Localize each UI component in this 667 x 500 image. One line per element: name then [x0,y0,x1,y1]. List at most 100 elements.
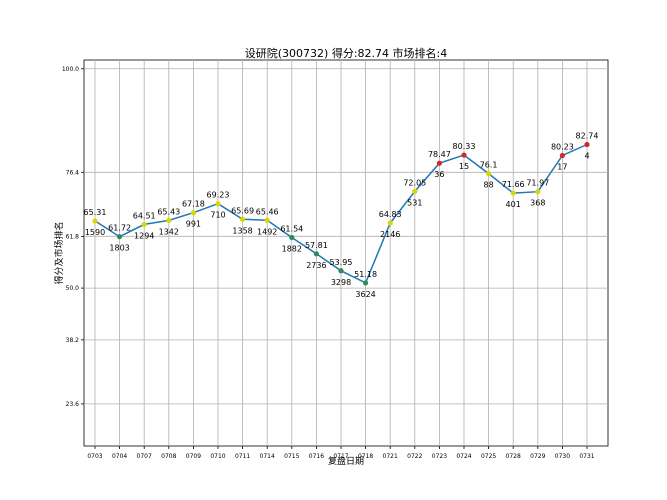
score-label: 67.18 [182,200,205,209]
rank-label: 710 [210,211,225,220]
rank-label: 88 [484,181,494,190]
x-tick-label: 0728 [506,453,521,460]
grid-layer [84,60,608,446]
y-tick-label: 76.4 [66,169,80,176]
y-axis: 23.6 38.2 50.0 61.8 76.4 100.0 [62,66,84,408]
score-label: 72.05 [403,178,426,187]
score-point [338,268,344,274]
score-label: 80.23 [551,142,574,151]
score-point [313,251,319,257]
x-tick-label: 0722 [407,453,422,460]
score-point [141,221,147,228]
score-point [264,217,270,223]
rank-label: 17 [557,162,567,171]
x-tick-label: 0725 [481,453,496,460]
x-tick-label: 0707 [137,453,152,460]
score-point [363,280,369,286]
score-label: 76.1 [480,161,498,170]
x-tick-label: 0704 [112,453,127,460]
x-tick-label: 0730 [555,453,570,460]
score-point [166,217,172,224]
rank-label: 1294 [134,231,154,240]
x-tick-label: 0710 [210,453,225,460]
x-tick-label: 0723 [432,453,447,460]
rank-label: 3624 [355,290,375,299]
score-label: 61.72 [108,224,131,233]
rank-label: 401 [506,200,521,209]
data-label-layer: 65.31 1590 61.72 1803 64.51 1294 65.43 1342 67.1… [84,131,599,298]
x-tick-label: 0724 [456,453,471,460]
y-tick-label: 38.2 [66,337,80,344]
score-label: 57.81 [305,241,328,250]
rank-label: 1803 [109,244,129,253]
plot-frame [83,59,609,447]
x-axis-label: 复盘日期 [328,455,364,467]
score-point [535,189,541,195]
x-tick-label: 0721 [383,453,398,460]
rank-label: 531 [407,198,422,207]
score-point [461,152,467,158]
y-tick-label: 50.0 [66,285,80,292]
score-point [559,152,566,159]
x-tick-label: 0703 [87,453,102,460]
chart-title: 设研院(300732) 得分:82.74 市场排名:4 [245,46,447,60]
y-tick-label: 100.0 [62,66,79,73]
marker-layer [92,141,590,286]
score-label: 65.69 [231,206,254,215]
rank-label: 36 [434,170,444,179]
score-label: 65.43 [157,207,180,216]
score-label: 51.18 [354,270,377,279]
x-tick-label: 0708 [161,453,176,460]
rank-label: 368 [530,199,545,208]
x-tick-label: 0711 [235,453,250,460]
y-tick-label: 23.6 [66,401,80,408]
x-tick-label: 0716 [309,453,324,460]
rank-label: 1342 [159,227,179,236]
score-label: 53.95 [330,258,353,267]
score-point [117,234,123,240]
y-axis-label: 得分及市场排名 [53,221,65,284]
x-tick-label: 0718 [358,453,373,460]
score-point [387,220,393,226]
x-tick-label: 0717 [333,453,348,460]
rank-label: 1358 [232,226,252,235]
rank-label: 2736 [306,261,326,270]
score-label: 78.47 [428,150,451,159]
x-tick-label: 0709 [186,453,201,460]
rank-label: 15 [459,162,469,171]
x-tick-label: 0714 [260,453,275,460]
score-point [92,218,98,224]
rank-label: 1882 [282,244,302,253]
rank-label: 1590 [85,228,105,237]
score-label: 65.46 [256,207,279,216]
score-point [289,234,295,241]
score-point [215,201,221,207]
rank-label: 3298 [331,278,351,287]
score-label: 80.33 [453,142,476,151]
score-point [436,160,442,166]
score-point [190,210,196,216]
score-point [240,216,246,222]
score-label: 71.66 [502,180,525,189]
x-axis: 0703 0704 0707 0708 0709 0710 0711 0714 0715 0716… [87,446,595,460]
score-label: 61.54 [280,224,303,233]
score-point [510,190,516,196]
rank-label: 4 [584,151,589,160]
rank-label: 1492 [257,227,277,236]
score-label: 82.74 [576,131,599,140]
rank-label: 2146 [380,230,400,239]
y-tick-label: 61.8 [66,233,80,240]
score-label: 69.23 [207,191,230,200]
score-label: 71.97 [526,179,549,188]
score-label: 64.83 [379,210,402,219]
score-point [486,171,492,177]
x-tick-label: 0731 [579,453,594,460]
score-point [412,188,418,194]
score-label: 64.51 [133,211,156,220]
x-tick-label: 0729 [530,453,545,460]
rank-label: 991 [186,220,201,229]
score-label: 65.31 [84,208,107,217]
x-tick-label: 0715 [284,453,299,460]
